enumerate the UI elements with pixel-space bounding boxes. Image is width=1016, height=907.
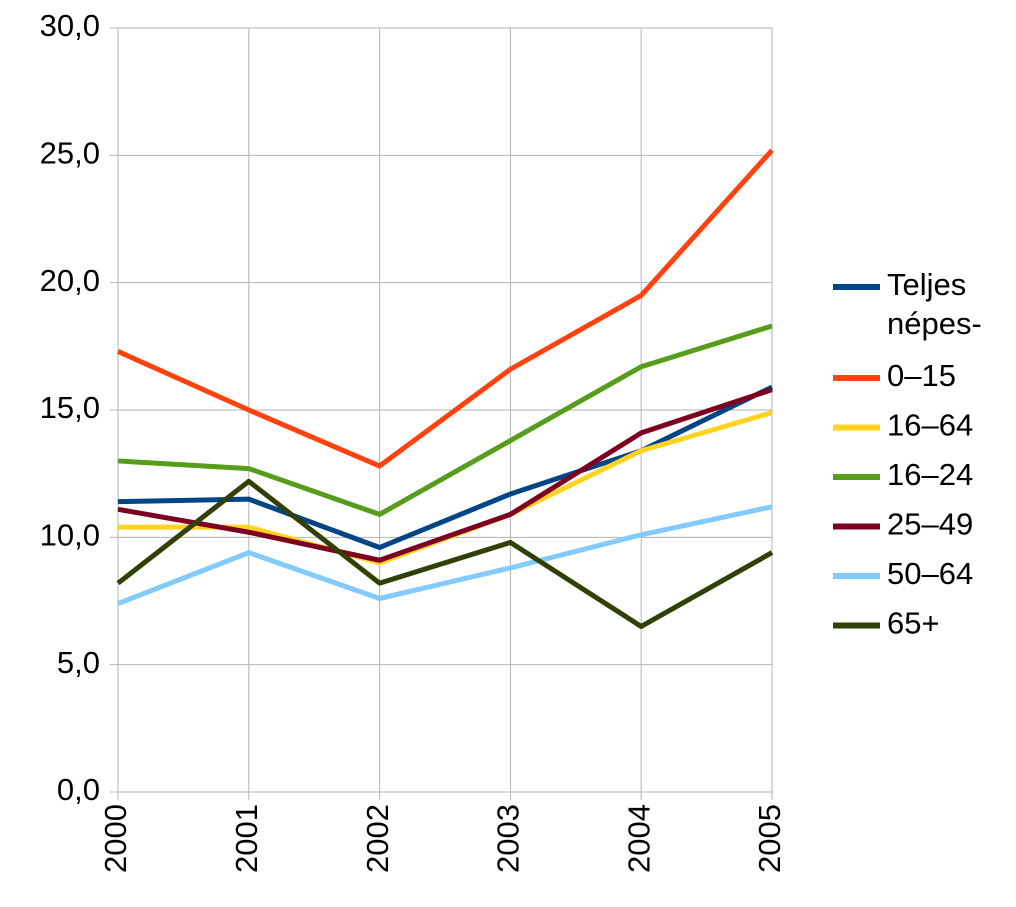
legend-label: 25–49 — [887, 507, 973, 542]
x-tick-label: 2005 — [752, 804, 787, 873]
y-tick-label: 0,0 — [57, 772, 100, 807]
legend-label: 16–64 — [887, 408, 973, 443]
legend-label: 0–15 — [887, 358, 956, 393]
legend-label: 16–24 — [887, 457, 973, 492]
x-tick-label: 2003 — [491, 804, 526, 873]
y-tick-label: 5,0 — [57, 645, 100, 680]
x-tick-label: 2000 — [98, 804, 133, 873]
series-line — [117, 323, 773, 517]
y-tick-label: 10,0 — [40, 518, 100, 553]
series-line — [116, 148, 774, 469]
x-tick-label: 2002 — [360, 804, 395, 873]
y-tick-label: 20,0 — [40, 263, 100, 298]
y-tick-label: 30,0 — [40, 8, 100, 43]
legend-label: Teljes népes- — [887, 267, 982, 341]
series-line — [116, 478, 774, 629]
legend-label: 50–64 — [887, 556, 973, 591]
x-tick-label: 2004 — [621, 804, 656, 873]
x-tick-label: 2001 — [229, 804, 264, 873]
legend-label: 65+ — [887, 606, 940, 641]
y-tick-label: 15,0 — [40, 390, 100, 425]
series-line — [117, 387, 773, 563]
y-tick-label: 25,0 — [40, 136, 100, 171]
series-line — [117, 504, 773, 606]
